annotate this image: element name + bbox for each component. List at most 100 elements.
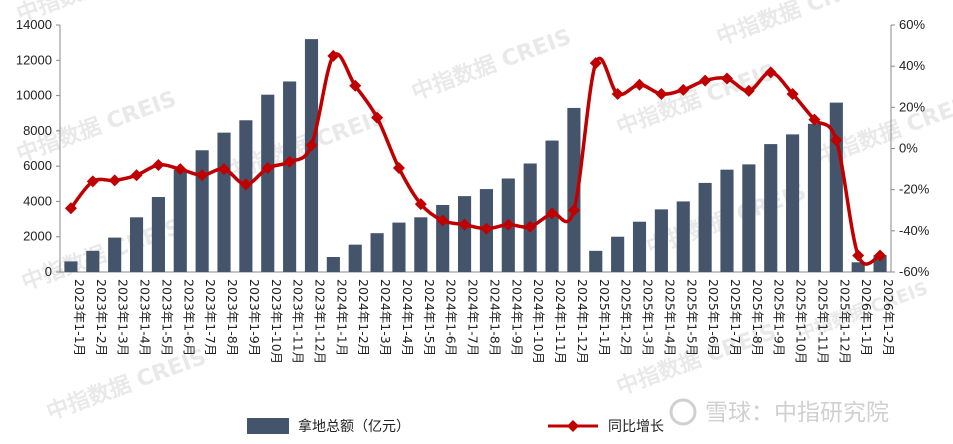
bar (108, 237, 122, 272)
line-point (458, 218, 471, 231)
x-tick-label: 2024年1-2月 (356, 279, 371, 356)
x-tick-label: 2025年1-6月 (706, 279, 721, 356)
line-point (239, 178, 252, 191)
line-point (633, 78, 646, 91)
x-tick-label: 2023年1-3月 (116, 279, 131, 356)
legend-bar-label: 拿地总额（亿元） (298, 418, 410, 435)
bar (173, 169, 187, 272)
line-point (546, 207, 559, 220)
legend: 拿地总额（亿元） 同比增长 (247, 418, 664, 435)
legend-bar-swatch (247, 418, 289, 434)
line-point (852, 249, 865, 262)
x-tick-label: 2024年1-8月 (487, 279, 502, 356)
line-point (699, 74, 712, 87)
watermark-text: 中指数据 CREIS (713, 0, 880, 51)
line-point (261, 162, 274, 175)
bar (764, 144, 778, 272)
line-point (283, 155, 296, 168)
x-tick-label: 2024年1-7月 (466, 279, 481, 356)
line-point (720, 72, 733, 85)
line-point (414, 198, 427, 211)
x-tick-label: 2024年1-3月 (378, 279, 393, 356)
bar (742, 164, 756, 272)
line-point (742, 84, 755, 97)
x-tick-label: 2023年1-7月 (203, 279, 218, 356)
bar (370, 233, 384, 272)
bar (611, 236, 625, 272)
bar-series (64, 39, 887, 273)
left-tick-label: 4000 (23, 193, 52, 208)
bar (589, 250, 603, 272)
bar (261, 94, 275, 272)
line-point (655, 87, 668, 100)
line-point (305, 139, 318, 152)
line-point (830, 134, 843, 147)
left-tick-label: 12000 (16, 52, 52, 67)
line-point (152, 158, 165, 171)
x-tick-label: 2024年1-12月 (575, 279, 590, 364)
left-tick-label: 8000 (23, 123, 52, 138)
line-point (371, 111, 384, 124)
line-point (502, 218, 515, 231)
bar (545, 140, 559, 272)
x-tick-label: 2025年1-9月 (772, 279, 787, 356)
left-tick-label: 0 (45, 264, 52, 279)
bar (458, 196, 472, 272)
legend-line-marker (567, 420, 579, 432)
line-point (589, 57, 602, 70)
bar (786, 134, 800, 272)
x-tick-label: 2023年1-6月 (181, 279, 196, 356)
bar (632, 221, 647, 272)
line-point (218, 163, 231, 176)
x-tick-label: 2023年1-4月 (138, 279, 153, 356)
line-point (86, 175, 99, 188)
x-tick-label: 2024年1-9月 (509, 279, 524, 356)
bar (807, 123, 822, 272)
x-tick-label: 2026年1-1月 (859, 279, 874, 356)
left-tick-label: 2000 (23, 229, 52, 244)
bar (392, 222, 406, 272)
x-tick-label: 2025年1-10月 (794, 279, 809, 364)
right-tick-label: -20% (899, 182, 930, 197)
snowball-logo-icon (669, 398, 697, 426)
bar (64, 261, 78, 272)
right-tick-label: -40% (899, 223, 930, 238)
x-tick-label: 2025年1-3月 (641, 279, 656, 356)
x-tick-label: 2024年1-4月 (400, 279, 415, 356)
line-point (349, 79, 362, 92)
right-tick-label: 0% (899, 141, 918, 156)
x-tick-label: 2025年1-7月 (728, 279, 743, 356)
watermark-text: 中指数据 CREIS (408, 24, 575, 106)
right-tick-label: -60% (899, 264, 930, 279)
right-tick-label: 40% (899, 58, 925, 73)
x-tick-label: 2023年1-8月 (225, 279, 240, 356)
x-tick-label: 2025年1-2月 (619, 279, 634, 356)
right-tick-label: 60% (899, 17, 925, 32)
watermark-text: 中指数据 CREIS (613, 59, 780, 141)
line-point (480, 222, 493, 235)
left-tick-label: 10000 (16, 88, 52, 103)
x-tick-label: 2025年1-5月 (684, 279, 699, 356)
line-point (327, 49, 340, 62)
bar (86, 250, 100, 272)
line-point (64, 202, 77, 215)
line-point (196, 169, 209, 182)
line-point (677, 83, 690, 96)
x-tick-label: 2024年1-6月 (444, 279, 459, 356)
x-tick-label: 2024年1-1月 (334, 279, 349, 356)
line-point (611, 87, 624, 100)
bar (654, 209, 668, 272)
x-tick-label: 2025年1-12月 (837, 279, 852, 364)
line-point (392, 162, 405, 175)
bar (348, 244, 362, 272)
line-point (764, 66, 777, 79)
x-tick-label: 2023年1-11月 (291, 279, 306, 364)
bar (829, 102, 843, 272)
line-point (524, 220, 537, 233)
left-tick-label: 6000 (23, 158, 52, 173)
x-tick-label: 2023年1-1月 (72, 279, 87, 356)
bar (195, 150, 209, 272)
bar (414, 217, 428, 272)
line-point (108, 174, 121, 187)
